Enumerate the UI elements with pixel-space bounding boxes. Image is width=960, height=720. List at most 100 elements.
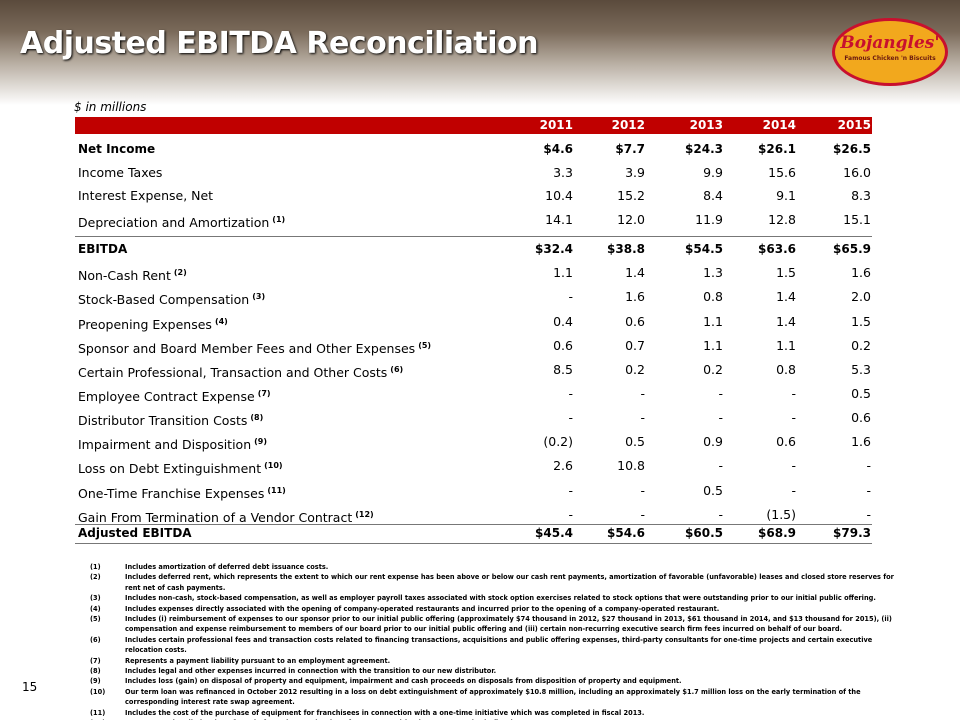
table-rule	[75, 236, 872, 237]
cell-value: 12.8	[768, 212, 796, 227]
table-row: Impairment and Disposition (9) (0.2) 0.5 0.9…	[78, 432, 871, 452]
footnote-number: (7)	[90, 656, 101, 665]
cell-value: 0.8	[776, 362, 796, 377]
cell-value: -	[718, 458, 723, 473]
table-row: Certain Professional, Transaction and Ot…	[78, 360, 871, 383]
table-rule	[75, 543, 872, 544]
cell-value: 1.4	[776, 289, 796, 304]
cell-value: 0.6	[625, 314, 645, 329]
logo-tagline: Famous Chicken 'n Biscuits	[844, 55, 936, 62]
footnote: (7) Represents a payment liability pursua…	[90, 656, 910, 666]
row-label-text: Sponsor and Board Member Fees and Other …	[78, 341, 416, 356]
table-row: EBITDA $32.4 $38.8 $54.5 $63.6 $65.9	[78, 239, 871, 259]
cell-value: $26.1	[758, 142, 796, 156]
row-label: Depreciation and Amortization (1)	[78, 210, 285, 233]
cell-value: 0.2	[703, 362, 723, 377]
cell-value: 16.0	[843, 165, 871, 180]
cell-value: $32.4	[535, 242, 573, 256]
table-row: Stock-Based Compensation (3) - 1.6 0.8 1.4 2.0	[78, 287, 871, 307]
footnote: (6) Includes certain professional fees an…	[90, 635, 910, 656]
cell-value: 1.1	[553, 265, 573, 280]
cell-value: -	[568, 483, 573, 498]
cell-value: 0.4	[553, 314, 573, 329]
cell-value: $65.9	[833, 242, 871, 256]
footnote-ref: (4)	[214, 317, 228, 326]
table-row: Net Income $4.6 $7.7 $24.3 $26.1 $26.5	[78, 139, 871, 159]
cell-value: $79.3	[833, 526, 871, 540]
row-label: Preopening Expenses (4)	[78, 312, 228, 335]
row-label: Distributor Transition Costs (8)	[78, 408, 263, 431]
cell-value: 9.9	[703, 165, 723, 180]
cell-value: 10.8	[617, 458, 645, 473]
footnote: (9) Includes loss (gain) on disposal of p…	[90, 676, 910, 686]
cell-value: -	[791, 458, 796, 473]
footnote-number: (10)	[90, 687, 106, 696]
footnote-text: Includes (i) reimbursement of expenses t…	[125, 615, 892, 634]
cell-value: 1.1	[703, 314, 723, 329]
cell-value: 1.6	[625, 289, 645, 304]
row-label-text: Net Income	[78, 142, 156, 156]
row-label: Interest Expense, Net	[78, 186, 213, 206]
cell-value: 12.0	[617, 212, 645, 227]
cell-value: 1.4	[625, 265, 645, 280]
row-label: EBITDA	[78, 239, 127, 259]
cell-value: 9.1	[776, 188, 796, 203]
footnote-ref: (9)	[254, 437, 268, 446]
row-label-text: Certain Professional, Transaction and Ot…	[78, 365, 388, 380]
footnote: (11) Includes the cost of the purchase of…	[90, 708, 910, 718]
footnote-text: Includes legal and other expenses incurr…	[125, 667, 497, 676]
cell-value: -	[718, 386, 723, 401]
column-header: 2012	[611, 118, 645, 132]
cell-value: -	[568, 386, 573, 401]
footnote-number: (3)	[90, 594, 101, 603]
table-row: Non-Cash Rent (2) 1.1 1.4 1.3 1.5 1.6	[78, 263, 871, 283]
cell-value: -	[791, 386, 796, 401]
cell-value: -	[718, 507, 723, 522]
cell-value: $63.6	[758, 242, 796, 256]
footnote-number: (8)	[90, 667, 101, 676]
footnote-text: Includes non-cash, stock-based compensat…	[125, 594, 876, 603]
footnote-text: Includes loss (gain) on disposal of prop…	[125, 677, 682, 686]
row-label: One-Time Franchise Expenses (11)	[78, 481, 286, 504]
cell-value: 8.5	[553, 362, 573, 377]
footnote: (1) Includes amortization of deferred deb…	[90, 562, 910, 572]
cell-value: 10.4	[545, 188, 573, 203]
footnote-ref: (12)	[355, 510, 374, 519]
footnotes: (1) Includes amortization of deferred deb…	[90, 562, 910, 720]
cell-value: $54.5	[685, 242, 723, 256]
table-row: One-Time Franchise Expenses (11) - - 0.5 - -	[78, 481, 871, 504]
footnote-ref: (6)	[390, 365, 404, 374]
cell-value: 1.6	[851, 265, 871, 280]
footnote: (8) Includes legal and other expenses inc…	[90, 666, 910, 676]
footnote-ref: (10)	[264, 461, 283, 470]
footnote-text: Represents a payment liability pursuant …	[125, 656, 391, 665]
column-header: 2013	[689, 118, 723, 132]
row-label-text: Loss on Debt Extinguishment	[78, 461, 262, 476]
footnote-number: (2)	[90, 573, 101, 582]
cell-value: 1.6	[851, 434, 871, 449]
footnote-number: (4)	[90, 604, 101, 613]
row-label: Certain Professional, Transaction and Ot…	[78, 360, 403, 383]
row-label-text: Interest Expense, Net	[78, 188, 214, 203]
cell-value: -	[718, 410, 723, 425]
footnote-ref: (5)	[418, 341, 432, 350]
cell-value: 1.5	[776, 265, 796, 280]
cell-value: 2.0	[851, 289, 871, 304]
cell-value: (1.5)	[766, 507, 796, 522]
cell-value: -	[791, 410, 796, 425]
table-row: Loss on Debt Extinguishment (10) 2.6 10.8 - -…	[78, 456, 871, 476]
footnote-number: (1)	[90, 563, 101, 571]
cell-value: 0.6	[776, 434, 796, 449]
footnote-ref: (2)	[173, 268, 187, 277]
table-row: Gain From Termination of a Vendor Contra…	[78, 505, 871, 525]
cell-value: 15.2	[617, 188, 645, 203]
cell-value: 8.3	[851, 188, 871, 203]
cell-value: -	[640, 507, 645, 522]
row-label: Net Income	[78, 139, 155, 159]
column-header: 2011	[539, 118, 573, 132]
cell-value: 0.8	[703, 289, 723, 304]
footnote-number: (6)	[90, 635, 101, 644]
row-label-text: One-Time Franchise Expenses	[78, 486, 265, 501]
logo: Bojangles' Famous Chicken 'n Biscuits	[832, 18, 948, 86]
cell-value: 3.9	[625, 165, 645, 180]
